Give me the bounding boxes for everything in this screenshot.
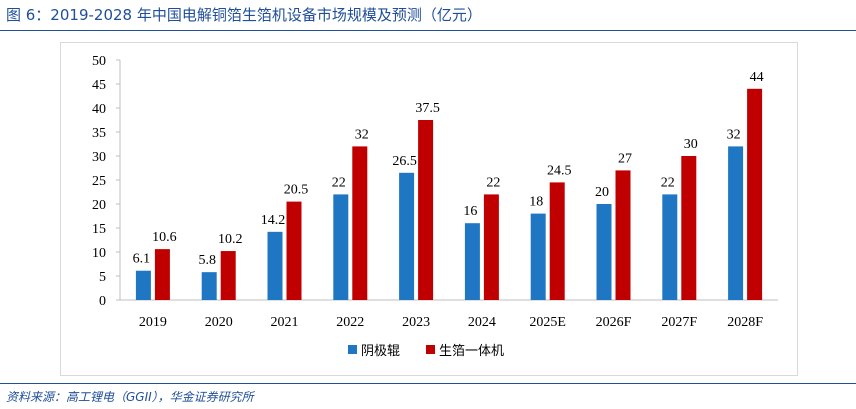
data-label: 22 xyxy=(486,175,500,190)
y-tick-label: 30 xyxy=(92,150,106,165)
chart-frame xyxy=(60,42,798,376)
data-label: 22 xyxy=(332,175,346,190)
x-tick-label: 2022 xyxy=(336,315,364,330)
bar-阴极辊 xyxy=(399,172,415,300)
y-tick-label: 10 xyxy=(92,246,106,261)
legend-label: 生箔一体机 xyxy=(439,343,504,359)
source-note: 资料来源：高工锂电（GGII），华金证券研究所 xyxy=(6,390,254,404)
bar-生箔一体机 xyxy=(286,201,302,300)
data-label: 37.5 xyxy=(415,101,440,116)
data-label: 18 xyxy=(529,195,543,210)
bar-生箔一体机 xyxy=(418,120,434,300)
y-tick-label: 20 xyxy=(92,198,106,213)
data-label: 26.5 xyxy=(392,154,417,169)
data-label: 22 xyxy=(661,175,675,190)
y-tick-label: 25 xyxy=(92,174,106,189)
y-tick-label: 0 xyxy=(99,294,106,309)
x-tick-label: 2027F xyxy=(661,315,697,330)
data-label: 32 xyxy=(355,127,369,142)
y-tick-label: 50 xyxy=(92,54,106,69)
data-label: 10.6 xyxy=(152,230,177,245)
bar-阴极辊 xyxy=(662,194,678,300)
data-label: 16 xyxy=(463,204,477,219)
bar-生箔一体机 xyxy=(549,182,565,300)
x-tick-label: 2028F xyxy=(727,315,763,330)
figure-title: 图 6：2019-2028 年中国电解铜箔生箔机设备市场规模及预测（亿元） xyxy=(6,6,482,24)
bar-生箔一体机 xyxy=(615,170,631,300)
data-label: 20.5 xyxy=(284,183,309,198)
y-tick-label: 40 xyxy=(92,102,106,117)
bar-chart: 0 5 10 15 20 25 30 35 40 45 50 6.110.6 2019 5.810.2 20… xyxy=(92,54,778,359)
bar-阴极辊 xyxy=(267,231,283,300)
data-label: 24.5 xyxy=(547,163,572,178)
x-tick-label: 2020 xyxy=(205,315,233,330)
bar-生箔一体机 xyxy=(483,194,499,300)
legend-swatch xyxy=(426,345,435,354)
bar-阴极辊 xyxy=(464,223,480,300)
legend-swatch xyxy=(348,345,357,354)
bar-生箔一体机 xyxy=(154,249,170,300)
bar-阴极辊 xyxy=(135,270,151,300)
x-tick-label: 2025E xyxy=(529,315,566,330)
x-tick-label: 2024 xyxy=(468,315,496,330)
data-label: 6.1 xyxy=(133,252,151,267)
y-tick-label: 35 xyxy=(92,126,106,141)
data-label: 44 xyxy=(750,70,764,85)
data-label: 27 xyxy=(618,151,632,166)
bar-阴极辊 xyxy=(333,194,349,300)
bar-阴极辊 xyxy=(728,146,744,300)
bar-阴极辊 xyxy=(201,272,217,300)
x-tick-label: 2023 xyxy=(402,315,430,330)
x-tick-label: 2026F xyxy=(596,315,632,330)
data-label: 5.8 xyxy=(198,253,216,268)
data-label: 30 xyxy=(684,137,698,152)
legend-label: 阴极辊 xyxy=(361,344,400,359)
bar-阴极辊 xyxy=(530,213,546,300)
source-divider xyxy=(0,383,856,384)
bar-阴极辊 xyxy=(596,204,612,300)
data-label: 20 xyxy=(595,185,609,200)
bar-生箔一体机 xyxy=(747,88,763,300)
y-tick-label: 5 xyxy=(99,270,106,285)
data-label: 14.2 xyxy=(261,213,286,228)
data-label: 32 xyxy=(727,127,741,142)
bar-生箔一体机 xyxy=(681,156,697,300)
x-tick-label: 2021 xyxy=(271,315,299,330)
x-tick-label: 2019 xyxy=(139,315,167,330)
y-tick-label: 15 xyxy=(92,222,106,237)
title-divider xyxy=(0,30,856,31)
bar-生箔一体机 xyxy=(352,146,368,300)
y-tick-label: 45 xyxy=(92,78,106,93)
data-label: 10.2 xyxy=(218,232,243,247)
bar-生箔一体机 xyxy=(220,251,236,300)
